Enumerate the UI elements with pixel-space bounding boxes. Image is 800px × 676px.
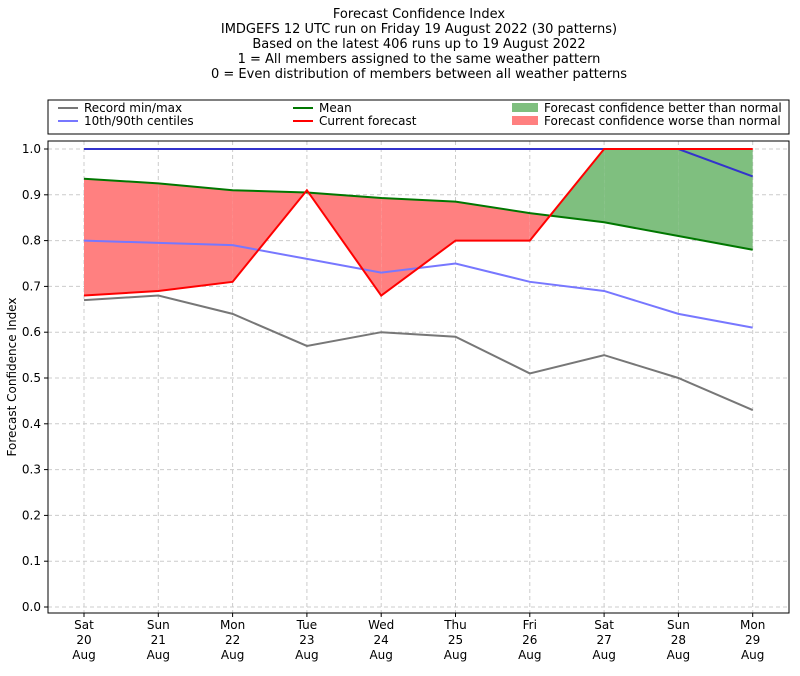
- x-tick-label: Aug: [518, 648, 541, 662]
- y-tick-label: 0.9: [22, 188, 41, 202]
- legend-label: Record min/max: [84, 101, 182, 115]
- title-line-3: Based on the latest 406 runs up to 19 Au…: [252, 37, 585, 52]
- plot-frame: [47, 140, 790, 614]
- x-tick-label: 25: [448, 633, 463, 647]
- x-tick-label: Aug: [444, 648, 467, 662]
- y-axis-label: Forecast Confidence Index: [5, 298, 19, 457]
- x-tick-label: Sat: [74, 618, 94, 632]
- x-tick-label: Wed: [368, 618, 394, 632]
- title-line-5: 0 = Even distribution of members between…: [211, 67, 627, 82]
- y-axis: 0.0 0.1 0.2 0.3 0.4 0.5 0.6 0.7 0.8 0.9 1.0: [22, 142, 48, 614]
- y-tick-label: 0.1: [22, 554, 41, 568]
- x-tick-label: Fri: [523, 618, 537, 632]
- x-tick-label: Sat: [594, 618, 614, 632]
- series-line-record_min: [83, 294, 754, 411]
- x-tick-label: Tue: [296, 618, 318, 632]
- fill-better-than-normal: [550, 149, 605, 223]
- x-tick-label: 21: [151, 633, 166, 647]
- x-tick-label: Aug: [667, 648, 690, 662]
- x-tick-label: Thu: [443, 618, 467, 632]
- legend-label: 10th/90th centiles: [84, 114, 194, 128]
- x-tick-label: Aug: [147, 648, 170, 662]
- x-tick-label: Aug: [221, 648, 244, 662]
- x-tick-label: Aug: [369, 648, 392, 662]
- x-tick-label: Sun: [667, 618, 690, 632]
- x-tick-label: Aug: [72, 648, 95, 662]
- x-tick-label: Aug: [592, 648, 615, 662]
- x-tick-label: Sun: [147, 618, 170, 632]
- fill-worse-than-normal: [158, 183, 233, 291]
- title-line-4: 1 = All members assigned to the same wea…: [238, 52, 601, 67]
- x-tick-label: 23: [299, 633, 314, 647]
- y-tick-label: 0.3: [22, 463, 41, 477]
- x-axis: Sat20AugSun21AugMon22AugTue23AugWed24Aug…: [72, 613, 765, 662]
- legend-box: [47, 99, 790, 135]
- y-tick-label: 0.8: [22, 234, 41, 248]
- x-tick-label: 22: [225, 633, 240, 647]
- legend-label: Forecast confidence better than normal: [544, 101, 782, 115]
- x-tick-label: 20: [76, 633, 91, 647]
- plot-area: 0.00.10.20.30.40.50.60.70.80.91.0 Sat20A…: [5, 140, 790, 662]
- legend-label: Forecast confidence worse than normal: [544, 114, 781, 128]
- x-tick-label: Aug: [295, 648, 318, 662]
- x-tick-label: Aug: [741, 648, 764, 662]
- series-lines: [83, 148, 754, 411]
- title-line-2: IMDGEFS 12 UTC run on Friday 19 August 2…: [221, 22, 617, 37]
- y-tick-label: 1.0: [22, 142, 41, 156]
- fill-better-than-normal: [604, 149, 679, 237]
- chart-title: Forecast Confidence Index IMDGEFS 12 UTC…: [211, 7, 627, 82]
- x-tick-label: 27: [596, 633, 611, 647]
- confidence-fills: [84, 149, 753, 296]
- title-line-1: Forecast Confidence Index: [333, 7, 505, 22]
- x-tick-label: 29: [745, 633, 760, 647]
- series-line-current: [83, 148, 753, 297]
- y-tick-label: 0.5: [22, 371, 41, 385]
- fill-worse-than-normal: [84, 178, 159, 296]
- x-tick-label: 24: [374, 633, 389, 647]
- series-line-mean: [83, 177, 753, 251]
- x-tick-label: 28: [671, 633, 686, 647]
- y-tick-label: 0.2: [22, 508, 41, 522]
- x-tick-label: 26: [522, 633, 537, 647]
- y-tick-label: 0.7: [22, 279, 41, 293]
- x-tick-label: Mon: [740, 618, 765, 632]
- legend-swatch: [512, 103, 538, 112]
- y-tick-label: 0.4: [22, 417, 41, 431]
- fill-worse-than-normal: [381, 198, 456, 296]
- y-tick-label: 0.6: [22, 325, 41, 339]
- y-tick-label: 0.0: [22, 600, 41, 614]
- legend-swatch: [512, 116, 538, 125]
- x-tick-label: Mon: [220, 618, 245, 632]
- fill-better-than-normal: [678, 149, 753, 250]
- legend-label: Mean: [319, 101, 352, 115]
- fill-worse-than-normal: [455, 201, 530, 241]
- legend-label: Current forecast: [319, 114, 417, 128]
